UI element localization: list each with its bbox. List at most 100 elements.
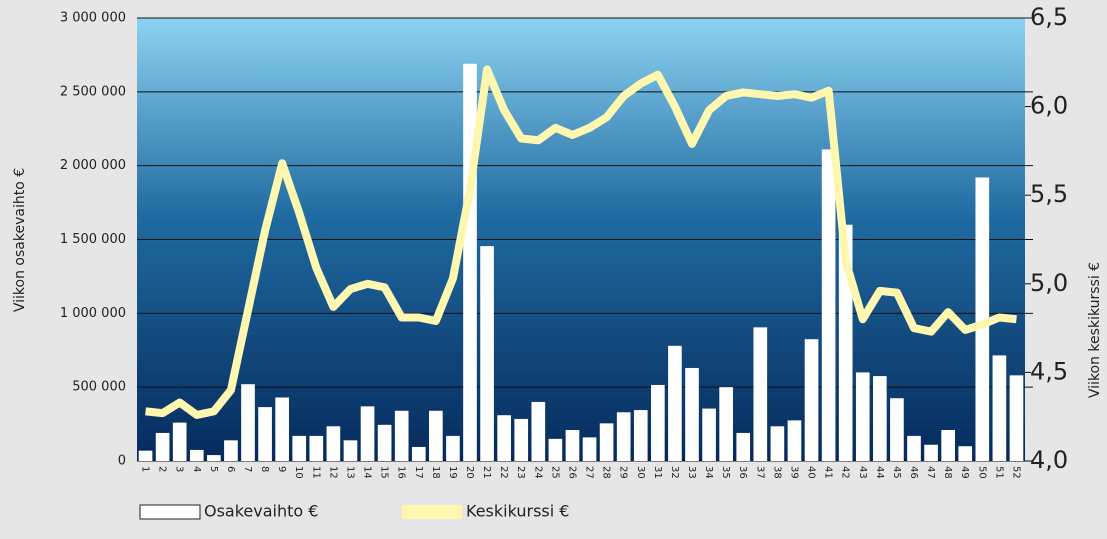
x-tick-label: 25 — [549, 466, 560, 479]
y2-tick-label: 4,0 — [1030, 446, 1068, 474]
bar — [873, 376, 887, 461]
bar — [992, 355, 1007, 461]
x-tick-label: 26 — [566, 466, 577, 479]
x-tick-label: 48 — [942, 466, 953, 479]
bar — [258, 407, 272, 461]
x-tick-label: 43 — [857, 466, 868, 479]
x-tick-label: 46 — [908, 466, 919, 479]
x-tick-label: 1 — [140, 466, 151, 472]
x-tick-label: 49 — [959, 466, 970, 479]
x-tick-label: 9 — [276, 466, 287, 472]
bar — [651, 384, 665, 461]
x-tick-label: 15 — [379, 466, 390, 479]
bar — [907, 435, 921, 461]
bar — [890, 398, 904, 461]
y-tick-label: 2 000 000 — [60, 158, 126, 173]
bar — [292, 435, 307, 461]
bar — [975, 177, 990, 462]
x-tick-label: 34 — [703, 466, 714, 479]
bar — [411, 446, 426, 461]
bar — [531, 401, 546, 461]
x-tick-label: 23 — [515, 466, 526, 479]
y-tick-label: 2 500 000 — [60, 84, 126, 99]
bar — [958, 446, 973, 461]
x-tick-label: 41 — [823, 466, 834, 479]
y2-tick-label: 6,5 — [1030, 3, 1068, 31]
y2-tick-label: 5,0 — [1030, 269, 1068, 297]
legend-label: Keskikurssi € — [466, 502, 569, 521]
x-tick-label: 16 — [396, 466, 407, 479]
x-tick-label: 52 — [1010, 466, 1021, 479]
y-tick-label: 3 000 000 — [60, 11, 126, 26]
legend-swatch — [402, 505, 462, 519]
bar — [275, 397, 289, 461]
x-tick-label: 13 — [344, 466, 355, 479]
y2-axis-label: Viikon keskikurssi € — [1087, 262, 1103, 398]
bar — [241, 384, 255, 461]
x-tick-label: 35 — [720, 466, 731, 479]
x-tick-label: 30 — [635, 466, 646, 479]
bar — [172, 422, 187, 461]
x-tick-label: 36 — [737, 466, 748, 479]
bar — [599, 423, 614, 461]
bar — [377, 424, 392, 461]
bar — [343, 440, 358, 461]
y-tick-label: 500 000 — [72, 380, 126, 395]
x-tick-label: 28 — [601, 466, 612, 479]
legend-label: Osakevaihto € — [204, 502, 318, 521]
x-tick-label: 40 — [806, 466, 817, 479]
bar — [616, 412, 631, 461]
bar — [480, 246, 494, 461]
x-tick-label: 6 — [225, 466, 236, 472]
x-tick-label: 2 — [157, 466, 168, 472]
x-tick-label: 17 — [413, 466, 424, 479]
bar — [719, 387, 733, 461]
x-tick-label: 20 — [464, 466, 475, 479]
x-tick-label: 7 — [242, 466, 253, 472]
bar — [224, 440, 238, 461]
bar — [821, 149, 836, 461]
bar — [787, 420, 802, 461]
bar — [497, 415, 511, 461]
x-tick-label: 3 — [174, 466, 185, 472]
bar — [514, 418, 529, 461]
x-tick-label: 44 — [874, 466, 885, 479]
bar — [446, 435, 460, 461]
bar — [360, 406, 375, 461]
x-tick-label: 51 — [993, 466, 1004, 479]
y-tick-label: 0 — [118, 454, 126, 469]
x-tick-label: 21 — [481, 466, 492, 479]
bar — [804, 339, 819, 461]
bar — [668, 345, 682, 461]
x-tick-label: 27 — [584, 466, 595, 479]
line — [145, 65, 1017, 419]
bar — [309, 435, 324, 461]
bar — [941, 429, 955, 461]
bar — [394, 410, 409, 461]
x-tick-label: 38 — [771, 466, 782, 479]
legend-swatch — [139, 504, 201, 520]
y-axis-label: Viikon osakevaihto € — [12, 168, 28, 312]
bar — [924, 444, 938, 461]
x-tick-label: 18 — [430, 466, 441, 479]
bar — [155, 432, 170, 461]
bar — [207, 455, 221, 461]
bar — [565, 429, 580, 461]
x-tick-label: 32 — [669, 466, 680, 479]
y2-tick-label: 4,5 — [1030, 357, 1068, 385]
x-tick-label: 12 — [327, 466, 338, 479]
x-tick-label: 37 — [754, 466, 765, 479]
bar — [1009, 375, 1024, 461]
bar — [429, 410, 443, 461]
bar — [189, 449, 204, 461]
bar — [702, 408, 716, 461]
y-tick-label: 1 000 000 — [60, 306, 126, 321]
x-tick-label: 47 — [925, 466, 936, 479]
x-tick-label: 39 — [788, 466, 799, 479]
x-tick-label: 5 — [208, 466, 219, 472]
bar — [582, 437, 597, 461]
bar — [463, 63, 477, 461]
y-tick-label: 1 500 000 — [60, 232, 126, 247]
